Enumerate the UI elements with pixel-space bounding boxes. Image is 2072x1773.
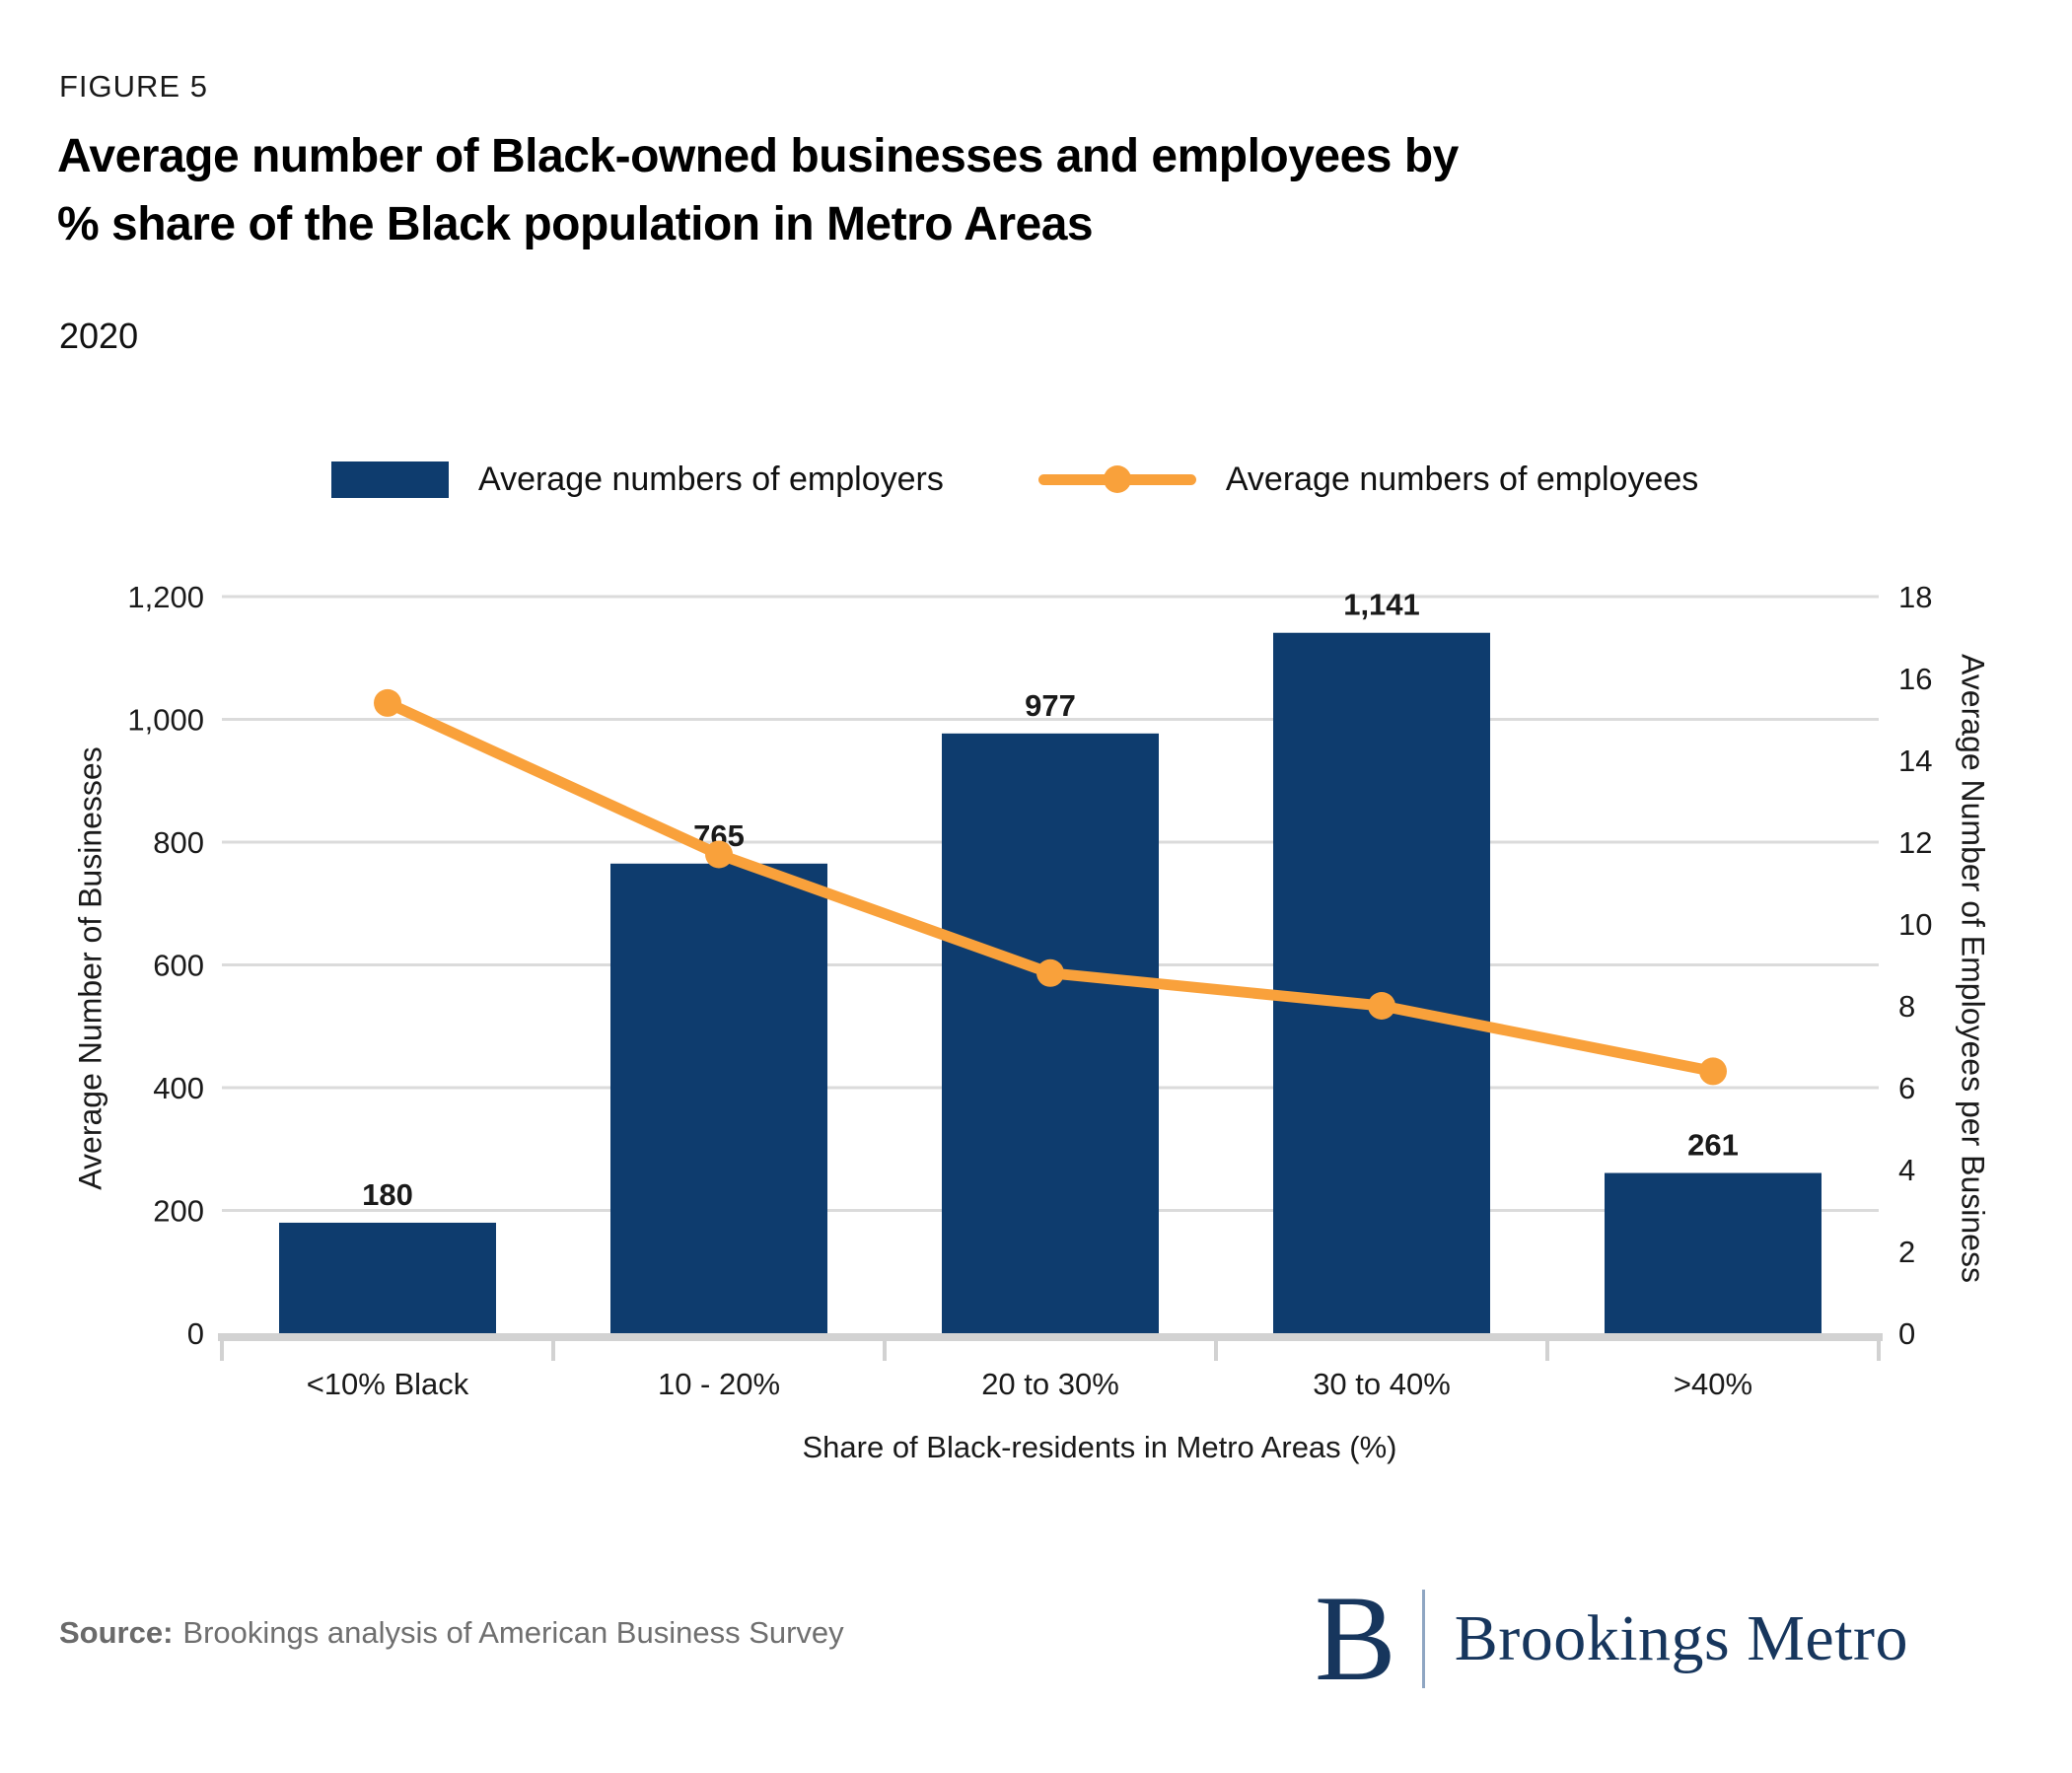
source-prefix: Source: <box>59 1615 174 1650</box>
employees-line-marker <box>374 688 401 717</box>
category-label: >40% <box>1674 1367 1752 1401</box>
y-tick-label-left: 400 <box>153 1071 204 1105</box>
source-line: Source: Brookings analysis of American Bu… <box>59 1615 844 1651</box>
y-tick-label-right: 10 <box>1898 907 1932 942</box>
bar <box>942 733 1159 1333</box>
category-label: 10 - 20% <box>658 1367 780 1401</box>
bar <box>279 1222 496 1333</box>
subtitle-year: 2020 <box>59 316 139 356</box>
logo-wordmark: Brookings Metro <box>1454 1602 1909 1674</box>
y-tick-label-right: 0 <box>1898 1316 1915 1351</box>
right-axis-title: Average Number of Employees per Business <box>1955 654 1991 1283</box>
y-tick-label-left: 800 <box>153 825 204 860</box>
figure-label: FIGURE 5 <box>59 69 208 104</box>
legend-line-swatch <box>1037 465 1196 493</box>
logo-divider <box>1421 1590 1425 1688</box>
brookings-b-logo-icon: B <box>1315 1571 1396 1706</box>
employees-line-marker <box>1368 992 1395 1020</box>
brookings-metro-logo: B Brookings Metro <box>1315 1578 1908 1700</box>
category-label: <10% Black <box>307 1367 469 1401</box>
bar <box>610 863 827 1333</box>
legend-bar-swatch <box>331 461 449 498</box>
employees-line-marker <box>1699 1057 1727 1086</box>
y-tick-label-left: 1,200 <box>127 580 204 614</box>
y-tick-label-right: 8 <box>1898 989 1915 1024</box>
bar-value-label: 180 <box>362 1177 413 1212</box>
y-tick-label-left: 1,000 <box>127 703 204 738</box>
category-label: 20 to 30% <box>981 1367 1119 1401</box>
y-tick-label-right: 18 <box>1898 580 1932 614</box>
bar-value-label: 977 <box>1025 688 1076 723</box>
bar-value-label: 1,141 <box>1343 588 1420 622</box>
y-tick-label-right: 16 <box>1898 662 1932 696</box>
employees-line-marker <box>705 840 733 869</box>
bar-value-label: 261 <box>1687 1128 1739 1163</box>
y-tick-label-left: 600 <box>153 949 204 983</box>
page-title: Average number of Black-owned businesses… <box>57 130 1459 250</box>
x-axis-title: Share of Black-residents in Metro Areas … <box>802 1430 1397 1464</box>
category-label: 30 to 40% <box>1313 1367 1451 1401</box>
source-text: Brookings analysis of American Business … <box>182 1615 844 1650</box>
bar <box>1273 632 1490 1333</box>
y-tick-label-left: 0 <box>187 1316 204 1351</box>
y-tick-label-left: 200 <box>153 1194 204 1229</box>
y-tick-label-right: 2 <box>1898 1235 1915 1269</box>
y-tick-label-right: 12 <box>1898 825 1932 860</box>
bar <box>1605 1172 1822 1333</box>
employees-line-marker <box>1036 958 1064 987</box>
legend-employers-label: Average numbers of employers <box>478 460 944 498</box>
y-tick-label-right: 4 <box>1898 1153 1915 1187</box>
legend-line-marker-icon <box>1103 465 1131 493</box>
legend-employees-label: Average numbers of employees <box>1225 460 1699 498</box>
legend: Average numbers of employers Average num… <box>331 456 1698 503</box>
left-axis-title: Average Number of Businesses <box>72 746 108 1190</box>
y-tick-label-right: 14 <box>1898 744 1932 778</box>
y-tick-label-right: 6 <box>1898 1071 1915 1105</box>
